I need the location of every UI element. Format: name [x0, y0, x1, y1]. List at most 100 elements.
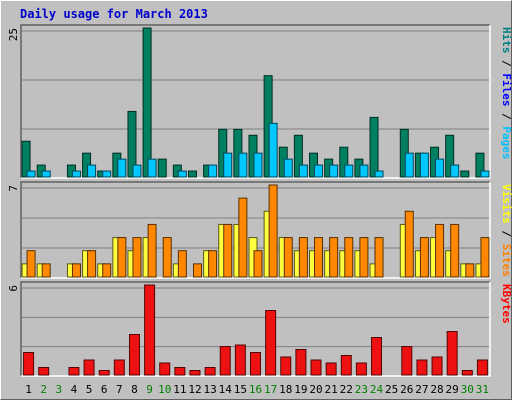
- bar-hits-files-pages-pages-9: [147, 158, 157, 178]
- legend-separator: /: [500, 54, 512, 74]
- x-tick-label-4: 4: [71, 383, 78, 396]
- x-tick-label-15: 15: [234, 383, 247, 396]
- x-tick-label-19: 19: [294, 383, 307, 396]
- x-tick-label-12: 12: [188, 383, 201, 396]
- bar-kbytes-kbytes-13: [204, 367, 216, 376]
- legend-visits-sites: Visits / Sites: [500, 184, 512, 277]
- bar-hits-files-pages-hits-24: [369, 116, 379, 178]
- bar-hits-files-pages-pages-18: [283, 158, 293, 178]
- bar-visits-sites-sites-7: [117, 237, 127, 278]
- bar-hits-files-pages-pages-24: [374, 170, 384, 178]
- bar-hits-files-pages-hits-12: [187, 170, 197, 178]
- bar-hits-files-pages-pages-26: [404, 152, 414, 178]
- legend-separator: /: [500, 107, 512, 127]
- x-tick-label-9: 9: [146, 383, 153, 396]
- bar-kbytes-kbytes-20: [310, 359, 322, 376]
- bar-hits-files-pages-pages-1: [26, 170, 36, 178]
- bar-visits-sites-sites-8: [132, 237, 142, 278]
- bar-visits-sites-sites-27: [419, 237, 429, 278]
- bar-hits-files-pages-hits-22: [339, 146, 349, 178]
- x-tick-label-18: 18: [279, 383, 292, 396]
- x-tick-label-26: 26: [400, 383, 413, 396]
- bar-hits-files-pages-pages-19: [298, 164, 308, 178]
- bar-hits-files-pages-pages-11: [177, 170, 187, 178]
- bar-hits-files-pages-pages-16: [253, 152, 263, 178]
- bar-kbytes-kbytes-30: [461, 370, 473, 376]
- bar-hits-files-pages-hits-31: [475, 152, 485, 178]
- panel-border-dark-kbytes: [20, 281, 490, 376]
- x-tick-label-30: 30: [461, 383, 474, 396]
- bar-hits-files-pages-pages-27: [419, 152, 429, 178]
- bar-kbytes-kbytes-2: [38, 367, 50, 376]
- bar-visits-sites-sites-26: [404, 210, 414, 278]
- bar-visits-sites-sites-20: [314, 237, 324, 278]
- bar-visits-sites-sites-10: [162, 237, 172, 278]
- legend-item-hits: Hits: [500, 27, 512, 54]
- bar-kbytes-kbytes-31: [476, 359, 488, 376]
- x-tick-label-20: 20: [309, 383, 322, 396]
- bar-hits-files-pages-hits-8: [127, 110, 137, 178]
- bar-hits-files-pages-pages-4: [71, 170, 81, 178]
- ymax-label-kbytes: 6: [7, 285, 20, 292]
- bar-visits-sites-sites-31: [480, 237, 490, 278]
- bar-visits-sites-sites-28: [435, 223, 445, 278]
- bar-visits-sites-sites-14: [223, 223, 233, 278]
- bar-visits-sites-sites-5: [87, 250, 97, 278]
- legend-item-sites: Sites: [500, 244, 512, 277]
- bar-hits-files-pages-pages-2: [41, 170, 51, 178]
- legend-item-visits: Visits: [500, 184, 512, 224]
- panel-border-light-kbytes: [21, 282, 491, 377]
- bar-hits-files-pages-pages-20: [314, 164, 324, 178]
- bar-hits-files-pages-hits-9: [142, 27, 152, 178]
- bar-hits-files-pages-pages-15: [238, 152, 248, 178]
- legend-item-files: Files: [500, 73, 512, 106]
- bar-visits-sites-sites-13: [208, 250, 218, 278]
- bar-kbytes-kbytes-11: [174, 367, 186, 376]
- bar-visits-sites-sites-12: [192, 263, 202, 278]
- bar-visits-sites-sites-23: [359, 237, 369, 278]
- bar-visits-sites-sites-19: [298, 237, 308, 278]
- bar-kbytes-kbytes-18: [280, 356, 292, 376]
- bar-visits-sites-sites-15: [238, 197, 248, 278]
- x-tick-label-3: 3: [56, 383, 63, 396]
- bar-hits-files-pages-pages-6: [102, 170, 112, 178]
- bar-visits-sites-sites-6: [102, 263, 112, 278]
- bar-hits-files-pages-pages-22: [344, 164, 354, 178]
- legend-item-pages: Pages: [500, 126, 512, 159]
- legend-separator: /: [500, 224, 512, 244]
- x-tick-label-6: 6: [101, 383, 108, 396]
- bar-hits-files-pages-pages-5: [87, 164, 97, 178]
- bar-kbytes-kbytes-15: [234, 344, 246, 376]
- ymax-label-hits-files-pages: 25: [7, 28, 20, 41]
- bar-kbytes-kbytes-8: [128, 334, 140, 376]
- bar-hits-files-pages-pages-8: [132, 164, 142, 178]
- bar-hits-files-pages-hits-29: [445, 134, 455, 178]
- bar-hits-files-pages-pages-14: [223, 152, 233, 178]
- bar-hits-files-pages-pages-7: [117, 158, 127, 178]
- legend-kbytes: KBytes: [500, 284, 512, 324]
- bar-kbytes-kbytes-5: [83, 359, 95, 376]
- x-tick-label-8: 8: [131, 383, 138, 396]
- bar-kbytes-kbytes-12: [189, 370, 201, 376]
- bar-kbytes-kbytes-22: [340, 355, 352, 376]
- bar-kbytes-kbytes-21: [325, 362, 337, 376]
- x-tick-label-25: 25: [385, 383, 398, 396]
- bar-kbytes-kbytes-7: [113, 359, 125, 376]
- bar-visits-sites-sites-18: [283, 237, 293, 278]
- x-tick-label-29: 29: [446, 383, 459, 396]
- bar-kbytes-kbytes-4: [68, 367, 80, 376]
- x-tick-label-24: 24: [370, 383, 384, 396]
- ymax-label-visits-sites: 7: [7, 185, 20, 192]
- legend-hits-files-pages: Hits / Files / Pages: [500, 27, 512, 160]
- x-tick-label-17: 17: [264, 383, 277, 396]
- x-tick-label-31: 31: [476, 383, 489, 396]
- bar-kbytes-kbytes-27: [416, 359, 428, 376]
- chart-title: Daily usage for March 2013: [20, 7, 208, 21]
- bar-visits-sites-sites-2: [41, 263, 51, 278]
- x-tick-label-22: 22: [340, 383, 353, 396]
- x-tick-label-13: 13: [203, 383, 216, 396]
- legend-item-kbytes: KBytes: [500, 284, 512, 324]
- bar-visits-sites-sites-21: [329, 237, 339, 278]
- bar-kbytes-kbytes-24: [371, 337, 383, 376]
